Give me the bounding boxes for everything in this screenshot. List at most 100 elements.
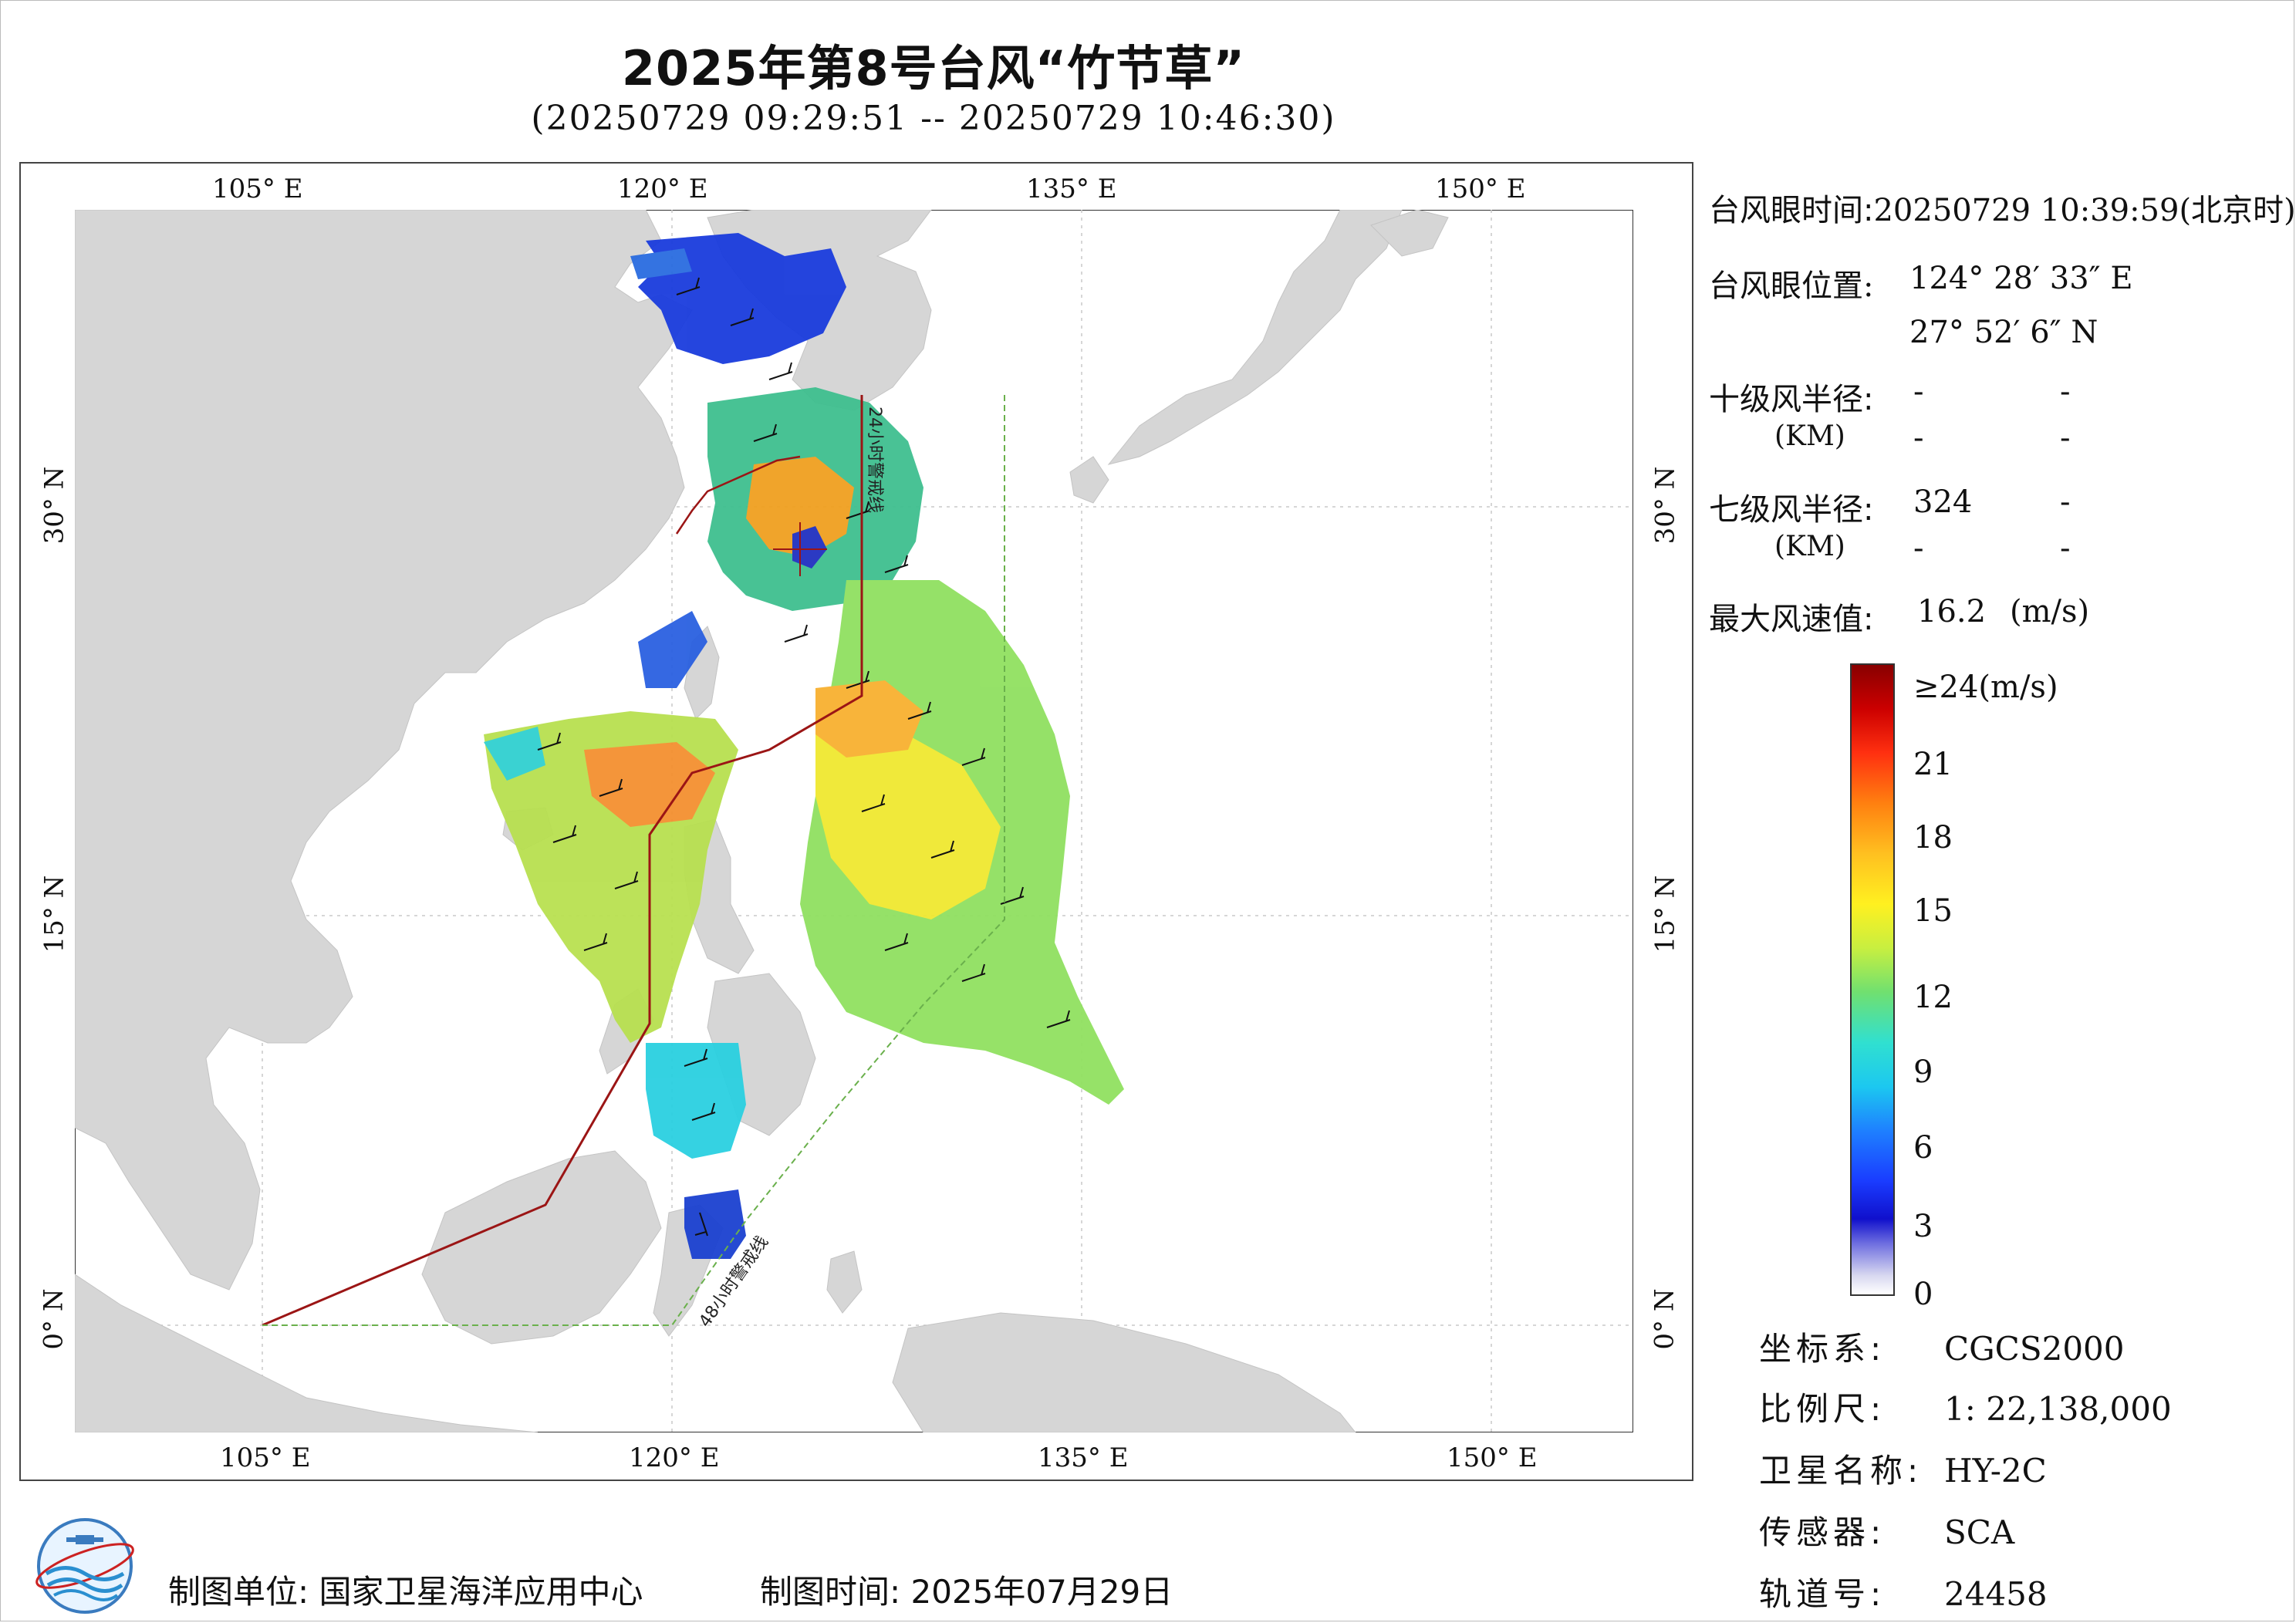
wind-barb bbox=[861, 794, 886, 812]
r7-value-4: - bbox=[2060, 531, 2071, 566]
lon-label-bottom-150: 150° E bbox=[1447, 1442, 1538, 1473]
colorbar-tick-18: 18 bbox=[1913, 820, 1953, 855]
wind-swath bbox=[484, 233, 1124, 1259]
wind-field-map: 24小时警戒线 48小时警戒线 bbox=[75, 210, 1633, 1432]
land-kyushu bbox=[1069, 456, 1109, 504]
footer-production-unit: 制图单位: 国家卫星海洋应用中心 bbox=[168, 1573, 643, 1611]
wind-barbs bbox=[537, 277, 1071, 1237]
wind-barb bbox=[846, 501, 870, 519]
scale-label: 比例尺: bbox=[1759, 1390, 1886, 1428]
land-sumatra-java bbox=[75, 1274, 539, 1432]
lon-label-top-120: 120° E bbox=[617, 174, 708, 204]
wind-barb bbox=[1000, 886, 1025, 905]
max-wind-value: 16.2 bbox=[1917, 594, 1987, 629]
satellite-label: 卫星名称: bbox=[1759, 1452, 1923, 1490]
satellite-row: 卫星名称: HY-2C bbox=[1759, 1445, 2047, 1492]
colorbar-tick-6: 6 bbox=[1913, 1130, 1933, 1166]
wind-barb bbox=[730, 308, 755, 326]
warning-line-48h bbox=[262, 395, 1005, 1326]
swath-east-yellow bbox=[815, 727, 1001, 919]
orbit-label: 轨道号: bbox=[1759, 1575, 1886, 1613]
wind-barb bbox=[691, 1102, 716, 1121]
r7-label: 七级风半径: bbox=[1709, 492, 1874, 528]
land-borneo bbox=[421, 1150, 662, 1345]
lon-label-top-150: 150° E bbox=[1435, 174, 1526, 204]
footer-production-date: 制图时间: 2025年07月29日 bbox=[760, 1573, 1173, 1611]
swath-sulu bbox=[646, 1043, 746, 1159]
swath-celebes-sea bbox=[684, 1189, 746, 1259]
r10-value-3: - bbox=[1913, 420, 1924, 456]
wind-barb bbox=[614, 871, 639, 889]
wind-barb bbox=[599, 778, 623, 797]
wind-barb bbox=[961, 963, 986, 982]
wind-barb bbox=[884, 933, 909, 951]
crs-label: 坐标系: bbox=[1759, 1330, 1886, 1368]
swath-eye bbox=[792, 526, 827, 569]
warning-line-24h-north bbox=[675, 455, 801, 535]
map-title: 2025年第8号台风“竹节草” bbox=[621, 40, 1246, 96]
swath-taiwan-strait bbox=[638, 611, 707, 688]
eye-time-label: 台风眼时间: bbox=[1709, 193, 1874, 228]
lon-label-bottom-135: 135° E bbox=[1038, 1442, 1129, 1473]
swath-eye-region bbox=[746, 457, 854, 557]
scale-row: 比例尺: 1: 22,138,000 bbox=[1759, 1383, 2172, 1430]
warning-label-24h: 24小时警戒线 bbox=[865, 407, 884, 513]
wind-barb bbox=[552, 825, 577, 843]
wind-barb bbox=[884, 555, 909, 573]
scale-value: 1: 22,138,000 bbox=[1944, 1390, 2172, 1428]
r7-value-2: - bbox=[2060, 484, 2071, 520]
max-wind-unit: (m/s) bbox=[2010, 594, 2090, 629]
typhoon-eye-marker bbox=[773, 522, 827, 576]
land-halmahera bbox=[826, 1250, 863, 1314]
wind-barb bbox=[961, 747, 986, 766]
swath-east-orange bbox=[815, 680, 923, 758]
eye-time-value: 20250729 10:39:59(北京时) bbox=[1873, 193, 2296, 228]
lon-label-top-105: 105° E bbox=[212, 174, 303, 204]
wind-barb bbox=[537, 732, 562, 751]
r10-value-2: - bbox=[2060, 374, 2071, 410]
wind-barb bbox=[768, 362, 793, 380]
map-subtitle: (20250729 09:29:51 -- 20250729 10:46:30) bbox=[531, 99, 1336, 138]
lat-label-right-15: 15° N bbox=[1649, 875, 1681, 953]
wind-barb bbox=[930, 840, 955, 859]
lat-label-left-0: 0° N bbox=[38, 1288, 69, 1350]
wind-barb bbox=[753, 423, 778, 442]
colorbar-tick-3: 3 bbox=[1913, 1209, 1933, 1244]
r7-value-3: - bbox=[1913, 531, 1924, 566]
colorbar-tick-9: 9 bbox=[1913, 1054, 1933, 1090]
satellite-value: HY-2C bbox=[1944, 1452, 2047, 1490]
orbit-row: 轨道号: 24458 bbox=[1759, 1568, 2048, 1615]
swath-west-cyan bbox=[484, 727, 545, 781]
wind-barb bbox=[694, 1212, 708, 1237]
eye-pos-label: 台风眼位置: bbox=[1709, 268, 1874, 304]
lat-label-right-0: 0° N bbox=[1649, 1288, 1680, 1350]
lon-label-bottom-105: 105° E bbox=[220, 1442, 311, 1473]
wind-speed-colorbar bbox=[1850, 663, 1895, 1296]
crs-row: 坐标系: CGCS2000 bbox=[1759, 1323, 2124, 1370]
r10-unit: (KM) bbox=[1774, 420, 1845, 452]
eye-lon-value: 124° 28′ 33″ E bbox=[1909, 261, 2133, 296]
r10-value-4: - bbox=[2060, 420, 2071, 456]
r7-value-1: 324 bbox=[1913, 484, 1973, 520]
land-hokkaido bbox=[1370, 210, 1449, 257]
land bbox=[75, 210, 1449, 1432]
eye-time-row: 台风眼时间:20250729 10:39:59(北京时) bbox=[1709, 185, 2296, 230]
wind-barb bbox=[676, 277, 701, 295]
eye-lat-value: 27° 52′ 6″ N bbox=[1909, 315, 2098, 350]
sensor-value: SCA bbox=[1944, 1513, 2015, 1551]
orbit-value: 24458 bbox=[1944, 1575, 2048, 1613]
lat-label-left-15: 15° N bbox=[39, 875, 70, 953]
wind-barb bbox=[907, 701, 932, 720]
sensor-label: 传感器: bbox=[1759, 1513, 1886, 1551]
warning-line-24h bbox=[262, 395, 863, 1327]
lon-label-top-135: 135° E bbox=[1026, 174, 1117, 204]
r7-unit: (KM) bbox=[1774, 531, 1845, 562]
colorbar-tick-12: 12 bbox=[1913, 980, 1953, 1015]
wind-barb bbox=[583, 933, 608, 951]
lat-label-left-30: 30° N bbox=[39, 466, 70, 545]
crs-value: CGCS2000 bbox=[1944, 1330, 2125, 1368]
land-new-guinea bbox=[892, 1312, 1356, 1432]
wind-barb bbox=[1046, 1010, 1071, 1028]
colorbar-tick-0: 0 bbox=[1913, 1277, 1933, 1312]
wind-barb bbox=[846, 670, 870, 689]
